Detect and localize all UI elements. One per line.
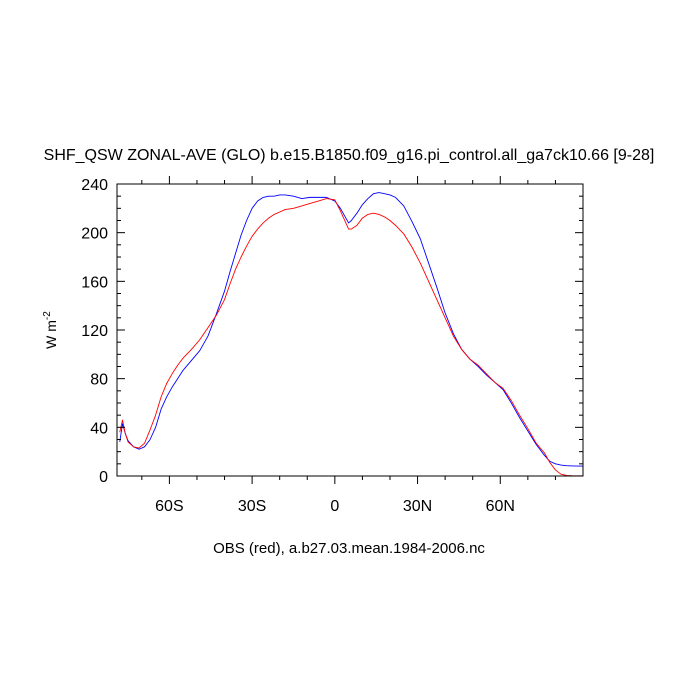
y-tick-label: 120	[81, 323, 108, 340]
y-tick-label: 80	[90, 372, 108, 389]
y-axis-label: W m	[43, 320, 59, 349]
chart-title: SHF_QSW ZONAL-AVE (GLO) b.e15.B1850.f09_…	[44, 147, 655, 164]
plot-area: 0 40 80 120 160 200 240 60S 30S 0 30N 60N	[81, 176, 584, 515]
x-tick-label: 60N	[486, 498, 515, 515]
y-tick-label: 160	[81, 274, 108, 291]
series-line-0	[119, 192, 583, 467]
x-tick-label: 30N	[403, 498, 432, 515]
y-axis-label-superscript: -2	[42, 311, 53, 320]
plot-frame	[116, 183, 584, 477]
series-line-1	[119, 198, 583, 477]
x-tick-label: 0	[330, 498, 339, 515]
y-axis-title: W m-2	[42, 311, 59, 349]
x-tick-label: 30S	[238, 498, 266, 515]
y-tick-label: 240	[81, 177, 108, 194]
y-tick-label: 0	[99, 469, 108, 486]
svg-text:W m-2: W m-2	[42, 311, 59, 349]
x-tick-label: 60S	[155, 498, 183, 515]
x-axis-label: OBS (red), a.b27.03.mean.1984-2006.nc	[213, 540, 485, 557]
y-tick-label: 200	[81, 226, 108, 243]
y-tick-label: 40	[90, 420, 108, 437]
